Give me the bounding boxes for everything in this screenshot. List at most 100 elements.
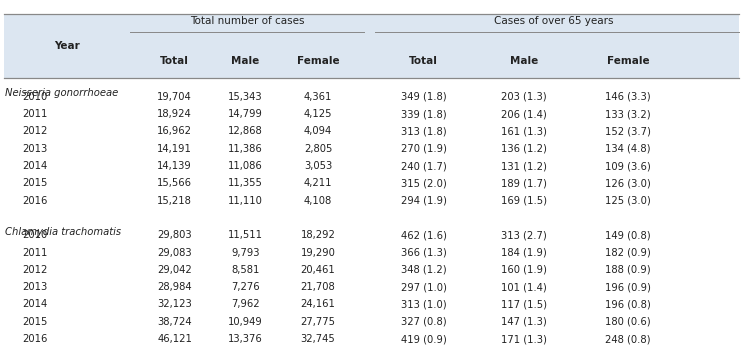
Text: 101 (1.4): 101 (1.4) xyxy=(501,282,547,292)
Text: 180 (0.6): 180 (0.6) xyxy=(605,317,651,327)
Text: 2014: 2014 xyxy=(22,161,48,171)
Text: 313 (1.0): 313 (1.0) xyxy=(400,299,447,310)
Text: 206 (1.4): 206 (1.4) xyxy=(501,109,547,119)
Text: 11,086: 11,086 xyxy=(228,161,262,171)
Text: 4,125: 4,125 xyxy=(304,109,332,119)
Text: 29,803: 29,803 xyxy=(158,230,192,240)
Text: 188 (0.9): 188 (0.9) xyxy=(605,265,651,275)
Text: 12,868: 12,868 xyxy=(228,126,262,137)
Text: 2010: 2010 xyxy=(22,230,48,240)
Text: 11,355: 11,355 xyxy=(228,178,262,189)
Text: 7,962: 7,962 xyxy=(231,299,259,310)
Text: 32,745: 32,745 xyxy=(301,334,335,344)
Text: 7,276: 7,276 xyxy=(231,282,259,292)
Text: 29,042: 29,042 xyxy=(158,265,192,275)
Text: 270 (1.9): 270 (1.9) xyxy=(400,144,447,154)
Text: 313 (2.7): 313 (2.7) xyxy=(501,230,547,240)
Text: 2,805: 2,805 xyxy=(304,144,332,154)
Text: Male: Male xyxy=(510,56,538,66)
Text: 15,218: 15,218 xyxy=(158,196,192,206)
Text: 15,566: 15,566 xyxy=(157,178,192,189)
Text: 18,924: 18,924 xyxy=(158,109,192,119)
Text: 133 (3.2): 133 (3.2) xyxy=(605,109,651,119)
Text: Neisseria gonorrhoeae: Neisseria gonorrhoeae xyxy=(5,88,118,98)
Text: 136 (1.2): 136 (1.2) xyxy=(501,144,547,154)
Text: 8,581: 8,581 xyxy=(231,265,259,275)
Text: 2010: 2010 xyxy=(22,92,48,102)
Text: 240 (1.7): 240 (1.7) xyxy=(400,161,447,171)
Text: 13,376: 13,376 xyxy=(228,334,262,344)
Text: 196 (0.9): 196 (0.9) xyxy=(605,282,651,292)
Text: 19,704: 19,704 xyxy=(158,92,192,102)
Text: Female: Female xyxy=(296,56,340,66)
Text: Cases of over 65 years: Cases of over 65 years xyxy=(494,16,613,26)
Text: 2012: 2012 xyxy=(22,126,48,137)
Text: 2011: 2011 xyxy=(22,109,48,119)
Text: 160 (1.9): 160 (1.9) xyxy=(501,265,547,275)
Text: 149 (0.8): 149 (0.8) xyxy=(605,230,651,240)
Text: 2012: 2012 xyxy=(22,265,48,275)
Text: 9,793: 9,793 xyxy=(231,247,259,258)
Text: 419 (0.9): 419 (0.9) xyxy=(400,334,447,344)
Text: 19,290: 19,290 xyxy=(301,247,335,258)
Text: 315 (2.0): 315 (2.0) xyxy=(400,178,447,189)
Text: 327 (0.8): 327 (0.8) xyxy=(400,317,447,327)
Text: 125 (3.0): 125 (3.0) xyxy=(605,196,651,206)
Text: 2013: 2013 xyxy=(22,282,48,292)
Text: 313 (1.8): 313 (1.8) xyxy=(400,126,447,137)
Text: 126 (3.0): 126 (3.0) xyxy=(605,178,651,189)
Text: 297 (1.0): 297 (1.0) xyxy=(400,282,447,292)
Text: 46,121: 46,121 xyxy=(158,334,192,344)
Text: 339 (1.8): 339 (1.8) xyxy=(400,109,447,119)
Text: 182 (0.9): 182 (0.9) xyxy=(605,247,651,258)
Text: 38,724: 38,724 xyxy=(158,317,192,327)
Text: 189 (1.7): 189 (1.7) xyxy=(501,178,547,189)
Text: 109 (3.6): 109 (3.6) xyxy=(605,161,651,171)
Text: 203 (1.3): 203 (1.3) xyxy=(501,92,547,102)
Text: Total: Total xyxy=(160,56,189,66)
Text: 29,083: 29,083 xyxy=(158,247,192,258)
Text: 152 (3.7): 152 (3.7) xyxy=(605,126,651,137)
Text: 131 (1.2): 131 (1.2) xyxy=(501,161,547,171)
Text: 161 (1.3): 161 (1.3) xyxy=(501,126,547,137)
Text: 24,161: 24,161 xyxy=(301,299,335,310)
Text: 11,511: 11,511 xyxy=(227,230,263,240)
Text: 2015: 2015 xyxy=(22,317,48,327)
Text: 2013: 2013 xyxy=(22,144,48,154)
Text: 348 (1.2): 348 (1.2) xyxy=(400,265,447,275)
Text: 11,386: 11,386 xyxy=(228,144,262,154)
Text: 28,984: 28,984 xyxy=(158,282,192,292)
Bar xyxy=(4,14,739,78)
Text: 4,094: 4,094 xyxy=(304,126,332,137)
Text: Chlamydia trachomatis: Chlamydia trachomatis xyxy=(5,227,121,237)
Text: 294 (1.9): 294 (1.9) xyxy=(400,196,447,206)
Text: 366 (1.3): 366 (1.3) xyxy=(400,247,447,258)
Text: 171 (1.3): 171 (1.3) xyxy=(501,334,547,344)
Text: 14,139: 14,139 xyxy=(158,161,192,171)
Text: 3,053: 3,053 xyxy=(304,161,332,171)
Text: 16,962: 16,962 xyxy=(157,126,192,137)
Text: 2011: 2011 xyxy=(22,247,48,258)
Text: 248 (0.8): 248 (0.8) xyxy=(605,334,651,344)
Text: 184 (1.9): 184 (1.9) xyxy=(501,247,547,258)
Text: 27,775: 27,775 xyxy=(300,317,336,327)
Text: 349 (1.8): 349 (1.8) xyxy=(400,92,447,102)
Text: 4,211: 4,211 xyxy=(304,178,332,189)
Text: 20,461: 20,461 xyxy=(301,265,335,275)
Text: 14,191: 14,191 xyxy=(158,144,192,154)
Text: 2014: 2014 xyxy=(22,299,48,310)
Text: 10,949: 10,949 xyxy=(228,317,262,327)
Text: Male: Male xyxy=(231,56,259,66)
Text: Total number of cases: Total number of cases xyxy=(189,16,305,26)
Text: 169 (1.5): 169 (1.5) xyxy=(501,196,547,206)
Text: 146 (3.3): 146 (3.3) xyxy=(605,92,651,102)
Text: 32,123: 32,123 xyxy=(158,299,192,310)
Text: 134 (4.8): 134 (4.8) xyxy=(605,144,651,154)
Text: 4,108: 4,108 xyxy=(304,196,332,206)
Text: 4,361: 4,361 xyxy=(304,92,332,102)
Text: 2015: 2015 xyxy=(22,178,48,189)
Text: 21,708: 21,708 xyxy=(301,282,335,292)
Text: 2016: 2016 xyxy=(22,196,48,206)
Text: 18,292: 18,292 xyxy=(301,230,335,240)
Text: 2016: 2016 xyxy=(22,334,48,344)
